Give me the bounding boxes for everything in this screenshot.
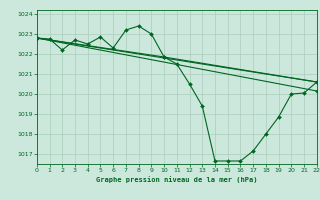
X-axis label: Graphe pression niveau de la mer (hPa): Graphe pression niveau de la mer (hPa): [96, 176, 258, 183]
